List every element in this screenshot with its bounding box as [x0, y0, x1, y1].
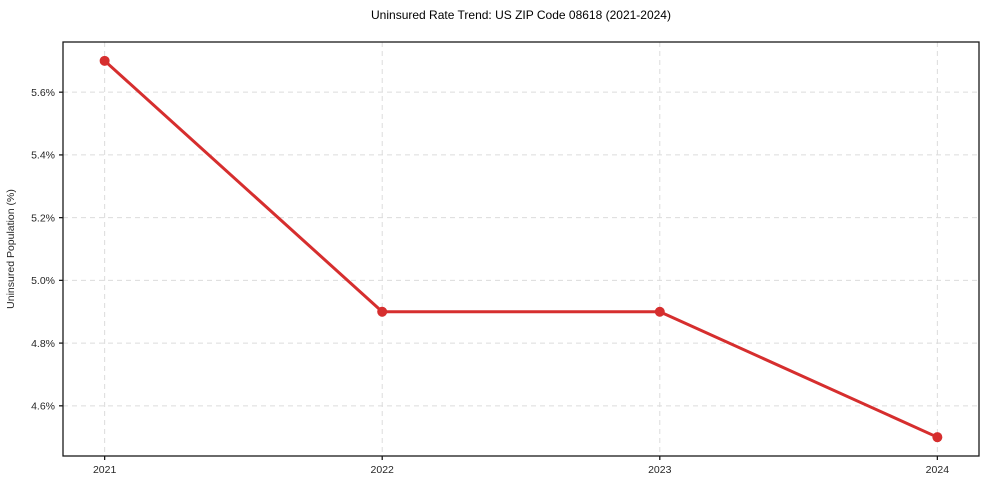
chart-title: Uninsured Rate Trend: US ZIP Code 08618 … — [371, 8, 671, 22]
x-tick-label: 2021 — [93, 464, 117, 476]
data-point-marker — [932, 432, 943, 443]
y-tick-label: 5.2% — [31, 212, 55, 224]
y-tick-label: 5.6% — [31, 87, 55, 99]
y-axis-label: Uninsured Population (%) — [5, 189, 17, 309]
data-point-marker — [654, 306, 665, 317]
plot-border — [62, 41, 980, 457]
x-tick-label: 2023 — [648, 464, 672, 476]
x-tick-label: 2022 — [371, 464, 395, 476]
y-tick-label: 5.0% — [31, 275, 55, 287]
data-point-marker — [377, 306, 388, 317]
y-tick-label: 4.8% — [31, 338, 55, 350]
x-tick-label: 2024 — [926, 464, 950, 476]
data-point-marker — [99, 55, 110, 66]
y-tick-label: 4.6% — [31, 400, 55, 412]
y-tick-label: 5.4% — [31, 150, 55, 162]
trend-line — [103, 59, 939, 439]
